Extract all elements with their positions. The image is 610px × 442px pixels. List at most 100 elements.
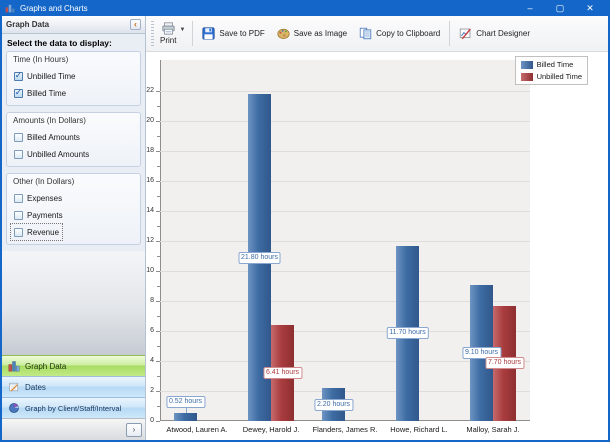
checkbox-label: Billed Time	[27, 88, 67, 98]
checkbox-label: Revenue	[27, 227, 60, 237]
x-axis-category-label: Dewey, Harold J.	[242, 425, 300, 434]
sidebar-item-dates[interactable]: Dates	[2, 376, 145, 397]
checkbox-unbilled-time[interactable]	[14, 71, 23, 81]
checkbox-label: Unbilled Amounts	[27, 149, 90, 159]
expand-panel-button[interactable]: ›	[126, 422, 142, 437]
y-axis-minor-tick	[157, 316, 160, 317]
calendar-icon	[9, 382, 19, 392]
gridline	[160, 91, 530, 92]
y-axis-major-tick	[156, 271, 160, 272]
checkbox-payments[interactable]	[14, 210, 23, 220]
legend-item-billed-time: Billed Time	[520, 60, 582, 69]
sidebar-header: Graph Data ‹	[2, 16, 145, 34]
toolbar-button-label: Copy to Clipboard	[376, 29, 441, 38]
collapse-sidebar-button[interactable]: ‹	[130, 19, 141, 30]
gridline	[160, 331, 530, 332]
y-axis-tick-label: 8	[150, 297, 154, 304]
y-axis-major-tick	[156, 331, 160, 332]
checkbox-row-expenses[interactable]: Expenses	[11, 190, 65, 206]
sidebar-filler	[2, 251, 145, 355]
copy-pages-icon	[359, 27, 372, 40]
y-axis-major-tick	[156, 211, 160, 212]
checkbox-label: Payments	[27, 210, 63, 220]
y-axis-tick-label: 18	[146, 147, 154, 154]
minimize-button[interactable]: –	[527, 3, 533, 13]
group-time: Time (In Hours) Unbilled Time Billed Tim…	[6, 51, 141, 106]
plot-area	[160, 60, 530, 421]
y-axis-major-tick	[156, 91, 160, 92]
y-axis-minor-tick	[157, 376, 160, 377]
bar-value-label: 2.20 hours	[313, 398, 354, 411]
window-title: Graphs and Charts	[20, 3, 88, 13]
close-button[interactable]: ✕	[586, 3, 594, 13]
pie-chart-icon	[9, 403, 19, 413]
y-axis-major-tick	[156, 301, 160, 302]
checkbox-row-revenue[interactable]: Revenue	[9, 223, 64, 241]
checkbox-billed-amounts[interactable]	[14, 132, 23, 142]
y-axis-minor-tick	[157, 406, 160, 407]
bar-billed-time	[174, 413, 197, 421]
checkbox-row-billed-amounts[interactable]: Billed Amounts	[11, 129, 83, 145]
checkbox-revenue[interactable]	[14, 227, 23, 237]
checkbox-row-unbilled-time[interactable]: Unbilled Time	[11, 68, 78, 84]
toolbar-button-label: Chart Designer	[476, 29, 530, 38]
y-axis-tick-label: 16	[146, 177, 154, 184]
x-axis-category-label: Malloy, Sarah J.	[466, 425, 520, 434]
checkbox-label: Unbilled Time	[27, 71, 76, 81]
y-axis-tick-label: 6	[150, 327, 154, 334]
checkbox-row-payments[interactable]: Payments	[11, 207, 66, 223]
copy-to-clipboard-button[interactable]: Copy to Clipboard	[353, 20, 446, 48]
toolbar: Print ▼ Save to PDF	[146, 16, 608, 52]
checkbox-label: Expenses	[27, 193, 63, 203]
save-to-pdf-button[interactable]: Save to PDF	[196, 20, 270, 48]
y-axis-tick-label: 10	[146, 267, 154, 274]
y-axis-major-tick	[156, 391, 160, 392]
sidebar-item-graph-by-client-staff-interval[interactable]: Graph by Client/Staff/Interval	[2, 397, 145, 418]
checkbox-unbilled-amounts[interactable]	[14, 149, 23, 159]
legend-swatch-billed	[520, 60, 533, 69]
checkbox-billed-time[interactable]	[14, 88, 23, 98]
checkbox-row-unbilled-amounts[interactable]: Unbilled Amounts	[11, 146, 92, 162]
print-button[interactable]: Print ▼	[157, 21, 189, 46]
save-as-image-button[interactable]: Save as Image	[271, 20, 353, 48]
toolbar-button-label: Save as Image	[293, 29, 348, 38]
gridline	[160, 391, 530, 392]
main-pane: Print ▼ Save to PDF	[146, 16, 608, 440]
y-axis-minor-tick	[157, 286, 160, 287]
toolbar-button-label: Save to PDF	[219, 29, 265, 38]
chart-legend: Billed Time Unbilled Time	[514, 56, 588, 85]
sidebar-item-label: Graph by Client/Staff/Interval	[25, 403, 122, 413]
sidebar-item-label: Graph Data	[25, 361, 67, 371]
sidebar: Graph Data ‹ Select the data to display:…	[2, 16, 146, 440]
chart-designer-button[interactable]: Chart Designer	[453, 20, 536, 48]
print-dropdown-caret[interactable]: ▼	[179, 26, 186, 33]
checkbox-row-billed-time[interactable]: Billed Time	[11, 85, 69, 101]
maximize-button[interactable]: ▢	[555, 3, 565, 13]
print-label: Print	[160, 36, 177, 45]
x-axis-category-label: Howe, Richard L.	[390, 425, 448, 434]
bar-chart-icon	[8, 361, 20, 372]
gridline	[160, 121, 530, 122]
palette-icon	[277, 28, 290, 40]
sidebar-prompt: Select the data to display:	[7, 38, 112, 48]
toolbar-separator	[449, 21, 451, 46]
gridline	[160, 211, 530, 212]
gridline	[160, 181, 530, 182]
checkbox-expenses[interactable]	[14, 193, 23, 203]
checkbox-label: Billed Amounts	[27, 132, 80, 142]
toolbar-gripper[interactable]	[151, 20, 154, 47]
bar-value-label: 6.41 hours	[262, 366, 303, 379]
bar-value-label: 9.10 hours	[461, 346, 502, 359]
group-other: Other (In Dollars) Expenses Payments Rev…	[6, 173, 141, 245]
title-bar: Graphs and Charts – ▢ ✕	[0, 0, 610, 16]
y-axis-major-tick	[156, 181, 160, 182]
y-axis-minor-tick	[157, 226, 160, 227]
sidebar-item-graph-data[interactable]: Graph Data	[2, 355, 145, 376]
app-bar-chart-icon	[5, 4, 15, 13]
bar-value-label: 0.52 hours	[165, 396, 206, 409]
y-axis-major-tick	[156, 151, 160, 152]
gridline	[160, 361, 530, 362]
gridline	[160, 301, 530, 302]
y-axis-minor-tick	[157, 346, 160, 347]
y-axis-tick-label: 0	[150, 417, 154, 424]
